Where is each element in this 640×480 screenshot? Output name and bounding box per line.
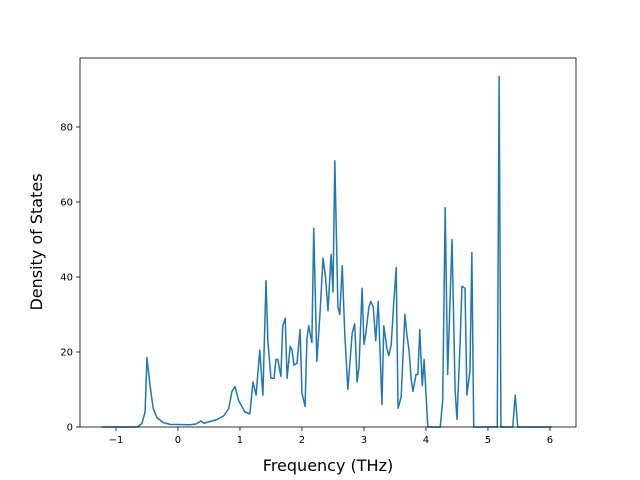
x-axis-label: Frequency (THz) (263, 456, 393, 475)
y-tick-label: 80 (60, 123, 73, 134)
x-tick-label: 4 (423, 435, 429, 446)
x-tick-label: 2 (299, 435, 305, 446)
x-tick-label: 0 (175, 435, 181, 446)
y-tick-label: 0 (67, 423, 73, 434)
line (101, 75, 552, 428)
y-tick-label: 60 (60, 198, 73, 209)
x-tick-label: 1 (237, 435, 243, 446)
x-tick-label: 3 (361, 435, 367, 446)
y-tick-label: 20 (60, 348, 73, 359)
y-axis-label: Density of States (27, 173, 46, 310)
x-tick-label: 6 (547, 435, 553, 446)
x-tick-label: −1 (109, 435, 124, 446)
x-tick-label: 5 (485, 435, 491, 446)
y-tick-label: 40 (60, 273, 73, 284)
plot-frame (79, 57, 577, 428)
